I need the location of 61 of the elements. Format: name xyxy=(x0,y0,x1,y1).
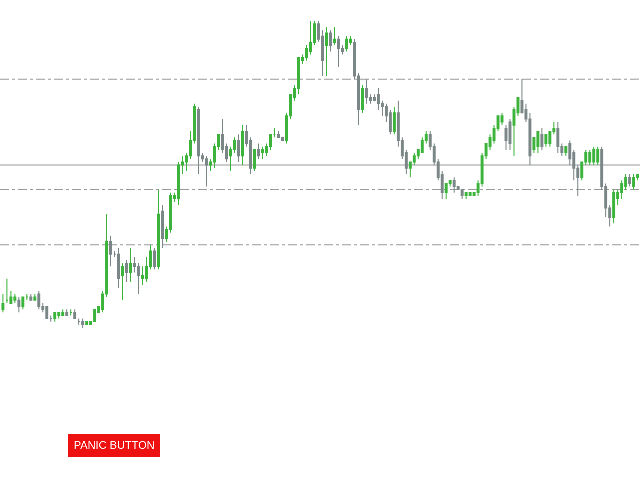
candlestick xyxy=(508,118,512,150)
candlestick xyxy=(464,192,468,200)
candlestick xyxy=(74,309,77,320)
candlestick xyxy=(121,263,124,301)
candlestick xyxy=(14,294,17,304)
candlestick xyxy=(18,296,21,314)
candlestick xyxy=(261,146,264,160)
candlestick xyxy=(452,177,456,194)
candlestick xyxy=(62,309,65,316)
candlestick xyxy=(329,30,332,52)
candlestick xyxy=(118,248,120,289)
candlestick xyxy=(277,131,280,138)
candlestick xyxy=(337,36,340,68)
candlestick xyxy=(30,294,33,301)
candlestick xyxy=(129,248,132,282)
candlestick xyxy=(110,235,112,268)
candlestick xyxy=(392,106,396,136)
candlestick xyxy=(540,128,544,150)
candlestick xyxy=(628,174,632,188)
candlestick xyxy=(325,26,328,77)
candlestick xyxy=(2,294,5,314)
candlestick xyxy=(197,106,200,175)
candlestick xyxy=(460,189,464,200)
candlestick xyxy=(70,309,73,316)
candlestick xyxy=(157,189,160,270)
candlestick xyxy=(444,183,448,200)
candlestick xyxy=(205,156,208,188)
candlestick xyxy=(86,321,89,326)
candlestick xyxy=(6,278,9,304)
candlestick xyxy=(592,146,596,166)
candlestick xyxy=(54,312,57,322)
candlestick xyxy=(34,294,37,301)
candlestick xyxy=(38,290,41,310)
candlestick xyxy=(161,204,164,249)
candlestick xyxy=(588,149,592,166)
candlestick xyxy=(333,26,336,46)
candlestick xyxy=(237,134,240,163)
candlestick xyxy=(365,78,368,104)
candlestick xyxy=(46,306,49,320)
candlestick xyxy=(94,309,96,322)
candlestick xyxy=(632,174,636,190)
candlestick xyxy=(22,296,25,310)
candlestick xyxy=(361,84,364,114)
candlestick xyxy=(536,131,540,154)
candlestick xyxy=(612,189,616,224)
candlestick xyxy=(257,143,260,160)
candlestick xyxy=(58,312,61,320)
candlestick xyxy=(82,318,85,328)
candlestick xyxy=(564,146,568,157)
candlestick xyxy=(544,134,548,148)
candlestick xyxy=(468,192,472,196)
text: PANIC BUTTON xyxy=(74,440,155,452)
candlestick xyxy=(345,36,348,52)
candlestick xyxy=(253,149,256,172)
candlestick xyxy=(241,124,244,166)
candlestick xyxy=(153,248,156,270)
candlestick xyxy=(125,260,128,282)
candlestick xyxy=(66,309,69,316)
candlestick xyxy=(596,146,600,166)
candlestick xyxy=(78,318,81,326)
candlestick xyxy=(556,122,560,154)
